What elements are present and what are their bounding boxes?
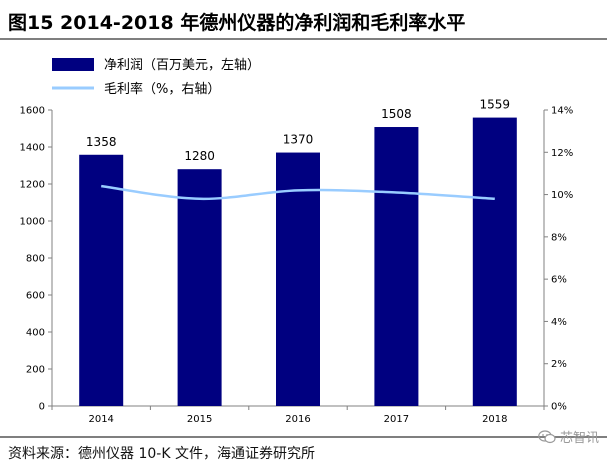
legend-line-label: 毛利率（%，右轴） <box>104 81 220 97</box>
bar-data-label: 1280 <box>184 149 215 163</box>
y-right-tick-label: 0% <box>551 402 567 413</box>
series-line-gross-margin <box>101 184 495 201</box>
y-right-tick-label: 6% <box>551 275 567 286</box>
y-right-tick-label: 12% <box>551 148 573 159</box>
y-left-tick-label: 400 <box>26 328 45 339</box>
figure-title: 图15 2014-2018 年德州仪器的净利润和毛利率水平 <box>8 12 466 34</box>
bar <box>374 127 419 407</box>
bar-data-label: 1559 <box>480 98 511 112</box>
x-tick-label: 2016 <box>285 414 310 425</box>
legend-bar-label: 净利润（百万美元，左轴） <box>104 58 260 73</box>
bar <box>79 154 124 406</box>
y-left-tick-label: 1000 <box>20 217 45 228</box>
legend-bar-swatch <box>52 58 94 71</box>
y-left-tick-label: 1200 <box>20 180 45 191</box>
y-left-tick-label: 1600 <box>20 106 45 117</box>
y-right-tick-label: 14% <box>551 106 573 117</box>
watermark-text: 芯智讯 <box>559 431 599 446</box>
source-text: 资料来源：德州仪器 10-K 文件，海通证券研究所 <box>8 446 315 462</box>
source-footer: 资料来源：德州仪器 10-K 文件，海通证券研究所 <box>0 436 607 467</box>
bar-data-label: 1358 <box>86 135 117 149</box>
bar <box>177 169 222 406</box>
y-left-tick-label: 600 <box>26 291 45 302</box>
bar <box>472 117 517 407</box>
x-tick-label: 2017 <box>384 414 409 425</box>
x-tick-label: 2015 <box>187 414 212 425</box>
chart-area: 净利润（百万美元，左轴） 毛利率（%，右轴） 0 200 400 600 800 1000 12… <box>0 42 607 436</box>
bar-data-label: 1508 <box>381 107 412 121</box>
bar <box>276 152 320 406</box>
figure-title-bar: 图15 2014-2018 年德州仪器的净利润和毛利率水平 <box>0 0 607 40</box>
y-right-tick-label: 4% <box>551 317 567 328</box>
wechat-icon <box>538 429 556 443</box>
y-left-tick-label: 800 <box>26 254 45 265</box>
y-left-tick-label: 200 <box>26 365 45 376</box>
y-right-tick-label: 10% <box>551 190 573 201</box>
y-right-tick-label: 8% <box>551 232 567 243</box>
x-tick-label: 2018 <box>482 414 507 425</box>
y-left-tick-label: 1400 <box>20 143 45 154</box>
y-left-tick-label: 0 <box>39 402 45 413</box>
x-tick-label: 2014 <box>88 414 113 425</box>
y-right-tick-label: 2% <box>551 359 567 370</box>
chart-svg: 净利润（百万美元，左轴） 毛利率（%，右轴） 0 200 400 600 800 1000 12… <box>20 58 573 425</box>
watermark: 芯智讯 <box>538 427 599 446</box>
bar-data-label: 1370 <box>283 133 314 147</box>
